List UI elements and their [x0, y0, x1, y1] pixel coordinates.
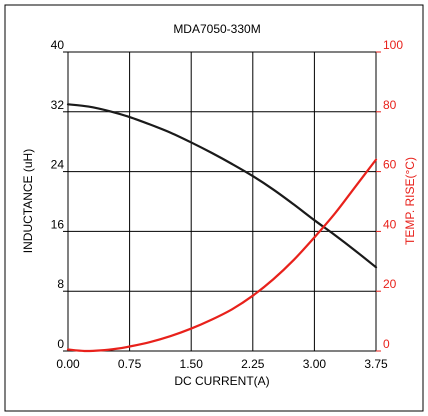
y-right-tick-label: 20 — [383, 277, 397, 291]
series-layer — [66, 103, 378, 353]
y-right-tick-label: 100 — [383, 38, 403, 52]
x-tick-label: 1.50 — [180, 357, 204, 371]
y-left-tick-label: 40 — [51, 38, 65, 52]
y-right-tick-label: 80 — [383, 98, 397, 112]
y-left-tick-label: 24 — [51, 158, 65, 172]
plot-border — [67, 51, 377, 352]
y-axis-left-label: INDUCTANCE (uH) — [21, 149, 35, 253]
x-tick-label: 2.25 — [241, 357, 265, 371]
x-axis-label: DC CURRENT(A) — [174, 374, 269, 388]
y-left-tick-label: 16 — [51, 217, 65, 231]
x-tick-label: 0.75 — [118, 357, 142, 371]
y-left-tick-label: 8 — [57, 277, 64, 291]
ticks-layer: 0.00 0.75 1.50 2.25 3.00 3.75 0 0 8 20 16 40 24 60 32 8… — [51, 38, 404, 371]
y-right-tick-label: 60 — [383, 158, 397, 172]
inductance-line — [66, 103, 378, 269]
y-left-tick-label: 0 — [57, 337, 64, 351]
y-left-tick-label: 32 — [51, 98, 65, 112]
x-tick-label: 3.75 — [364, 357, 388, 371]
y-right-tick-label: 0 — [383, 337, 390, 351]
y-right-tick-label: 40 — [383, 217, 397, 231]
temp-rise-line — [66, 158, 378, 353]
chart-title: MDA7050-330M — [173, 22, 260, 36]
x-tick-label: 3.00 — [303, 357, 327, 371]
outer-frame — [4, 4, 424, 412]
grid-layer — [63, 51, 381, 352]
x-tick-label: 0.00 — [56, 357, 80, 371]
y-axis-right-label: TEMP. RISE(°C) — [403, 157, 417, 245]
